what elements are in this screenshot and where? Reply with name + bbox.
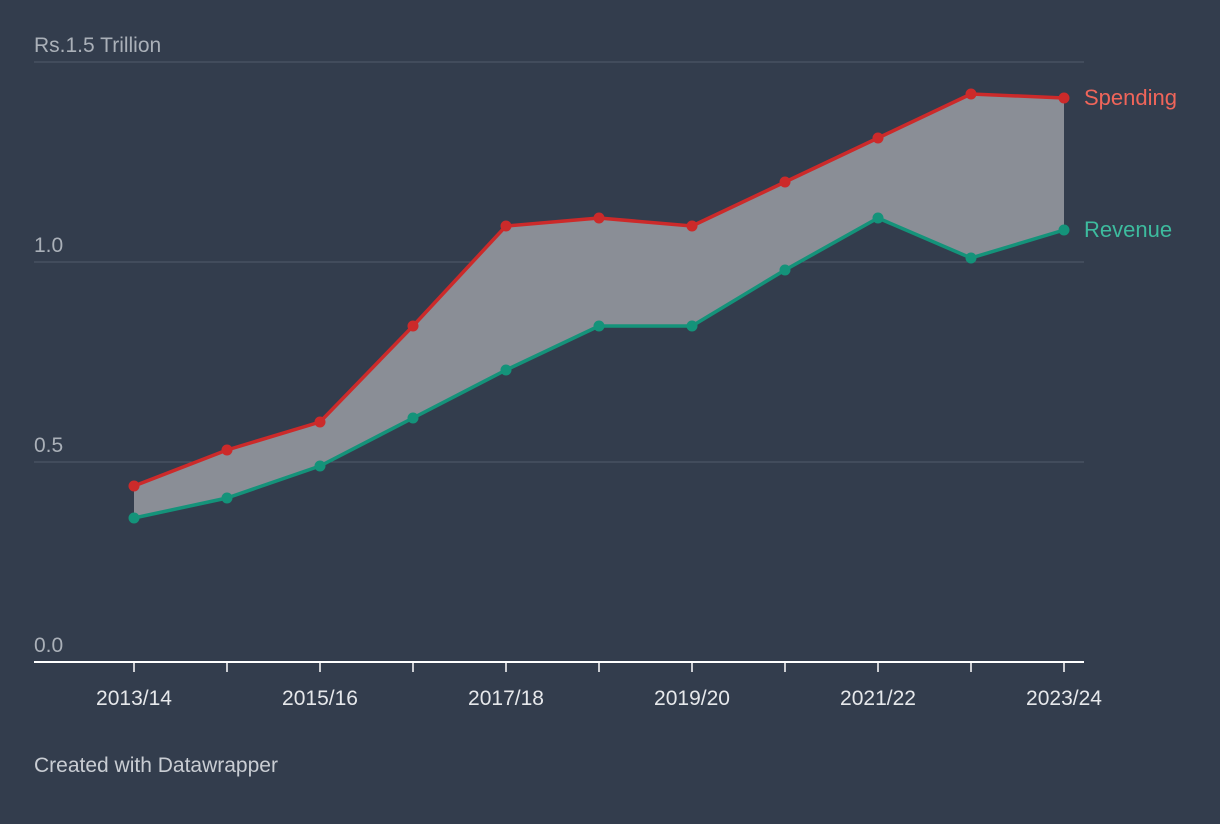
y-tick-label: 0.0 [34,634,63,657]
x-tick-label: 2017/18 [468,687,544,710]
credit-footer: Created with Datawrapper [34,754,278,777]
x-tick-label: 2023/24 [1026,687,1102,710]
spending-point [221,444,233,456]
revenue-point [593,320,605,332]
revenue-point [407,412,419,424]
y-tick-label: 0.5 [34,434,63,457]
area-between-series [134,94,1064,518]
revenue-point [965,252,977,264]
revenue-point [872,212,884,224]
revenue-point [779,264,791,276]
spending-point [407,320,419,332]
spending-point [965,88,977,100]
spending-point [128,480,140,492]
y-axis-labels: 0.0 0.5 1.0 Rs.1.5 Trillion [34,34,161,657]
x-axis: 2013/14 2015/16 2017/18 2019/20 2021/22 2023/… [34,661,1102,710]
spending-point [686,220,698,232]
area-fill-layer [134,94,1064,518]
y-tick-label: Rs.1.5 Trillion [34,34,161,57]
revenue-point [314,460,326,472]
spending-point [593,212,605,224]
spending-point [779,176,791,188]
x-tick-label: 2013/14 [96,687,172,710]
revenue-point [686,320,698,332]
revenue-point [128,512,140,524]
y-tick-label: 1.0 [34,234,63,257]
revenue-point [500,364,512,376]
spending-point [1058,92,1070,104]
series-labels: Spending Revenue [1084,85,1177,242]
series-points [128,88,1070,524]
revenue-point [1058,224,1070,236]
revenue-series-label: Revenue [1084,217,1172,242]
spending-series-label: Spending [1084,85,1177,110]
spending-point [872,132,884,144]
spending-point [314,416,326,428]
x-tick-label: 2021/22 [840,687,916,710]
x-tick-label: 2019/20 [654,687,730,710]
revenue-point [221,492,233,504]
spending-point [500,220,512,232]
x-tick-label: 2015/16 [282,687,358,710]
